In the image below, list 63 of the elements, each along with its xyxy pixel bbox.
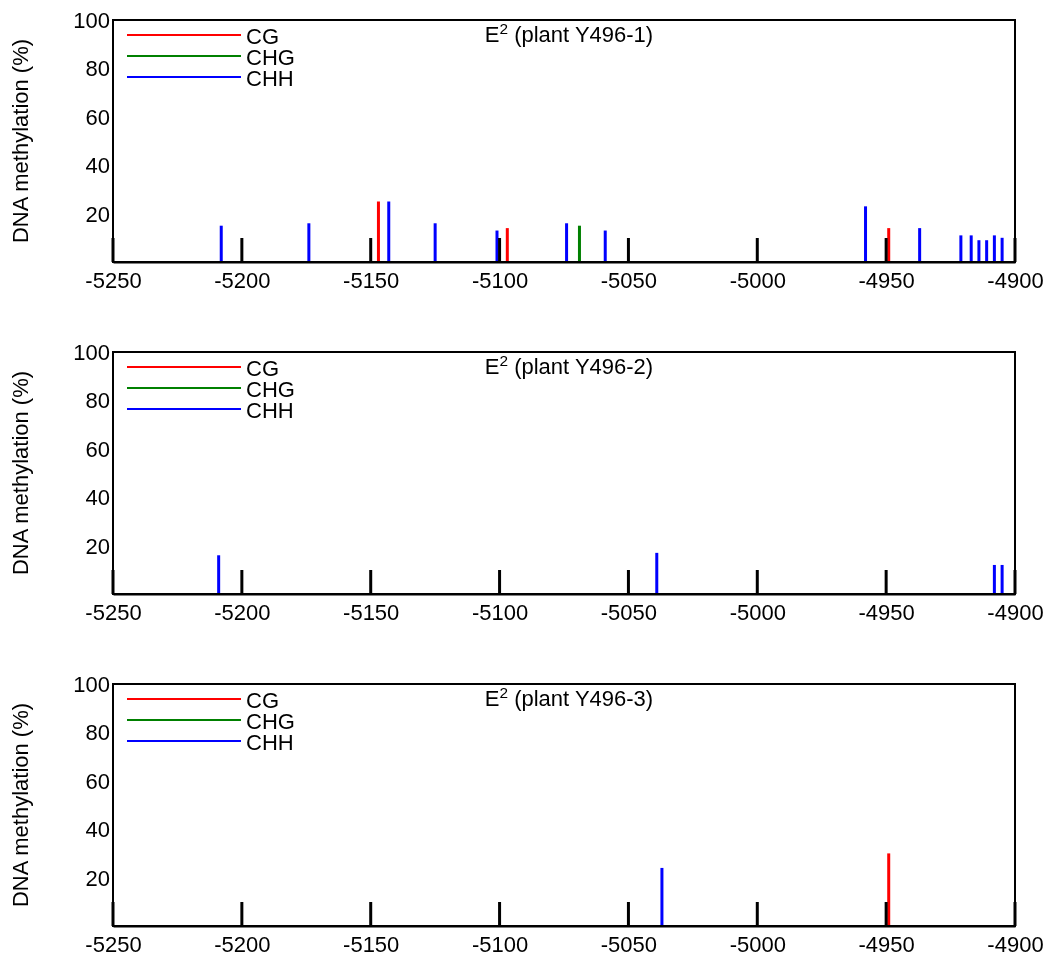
- bar: [505, 228, 509, 262]
- x-tick-label: -5000: [729, 267, 786, 293]
- x-tick-label: -5050: [600, 599, 658, 625]
- chart-title: E$^{2}$ (plant Y496-3): [484, 683, 654, 711]
- y-tick-label: 80: [85, 388, 110, 414]
- bar: [959, 235, 963, 262]
- x-tick-label: -5100: [471, 931, 529, 957]
- y-tick-label: 60: [85, 768, 110, 794]
- x-tick-label: -5000: [729, 931, 786, 957]
- bar: [969, 235, 973, 262]
- x-tick-label: -5200: [214, 599, 271, 625]
- x-tick-label: -5200: [214, 267, 271, 293]
- bar: [307, 223, 311, 262]
- y-axis-title: DNA methylation (%): [8, 38, 33, 244]
- x-tick-label: -5000: [729, 599, 786, 625]
- x-tick-label: -4900: [987, 599, 1043, 625]
- x-tick-label: -5150: [343, 931, 400, 957]
- bar: [992, 235, 996, 262]
- y-tick-label: 40: [85, 153, 110, 179]
- bar: [918, 228, 922, 262]
- bar: [219, 225, 223, 262]
- bar: [565, 223, 569, 262]
- bar: [977, 240, 981, 262]
- y-tick-label: 60: [85, 104, 110, 130]
- bar: [985, 240, 989, 262]
- x-tick-label: -5150: [343, 267, 400, 293]
- x-tick-label: -4950: [858, 599, 915, 625]
- y-tick-label: 20: [85, 865, 110, 891]
- y-tick-label: 100: [73, 672, 110, 697]
- x-tick-label: -5050: [600, 267, 658, 293]
- x-tick-label: -5250: [85, 267, 142, 293]
- y-tick-label: 40: [85, 485, 110, 511]
- x-tick-label: -4950: [858, 931, 915, 957]
- y-tick-label: 20: [85, 533, 110, 559]
- y-tick-label: 20: [85, 201, 110, 227]
- x-tick-label: -4900: [987, 931, 1043, 957]
- bar: [495, 230, 499, 262]
- y-tick-label: 100: [73, 340, 110, 365]
- y-axis-title: DNA methylation (%): [8, 702, 33, 908]
- x-tick-label: -4950: [858, 267, 915, 293]
- x-tick-label: -4900: [987, 267, 1043, 293]
- chart-title: E$^{2}$ (plant Y496-1): [484, 19, 654, 47]
- y-tick-label: 80: [85, 720, 110, 746]
- x-tick-label: -5200: [214, 931, 271, 957]
- x-tick-label: -5250: [85, 599, 142, 625]
- y-tick-label: 60: [85, 436, 110, 462]
- x-tick-label: -5150: [343, 599, 400, 625]
- x-tick-label: -5250: [85, 931, 142, 957]
- x-tick-label: -5050: [600, 931, 658, 957]
- chart-title: E$^{2}$ (plant Y496-2): [484, 351, 654, 379]
- y-tick-label: 100: [73, 8, 110, 33]
- bar: [387, 201, 391, 262]
- y-axis-title: DNA methylation (%): [8, 370, 33, 576]
- bar: [864, 206, 868, 262]
- bar: [603, 230, 607, 262]
- x-tick-label: -5100: [471, 599, 529, 625]
- bar: [376, 201, 380, 262]
- y-tick-label: 40: [85, 817, 110, 843]
- bar: [577, 225, 581, 262]
- bar: [433, 223, 437, 262]
- bar: [1000, 237, 1004, 262]
- x-tick-label: -5100: [471, 267, 529, 293]
- y-tick-label: 80: [85, 56, 110, 82]
